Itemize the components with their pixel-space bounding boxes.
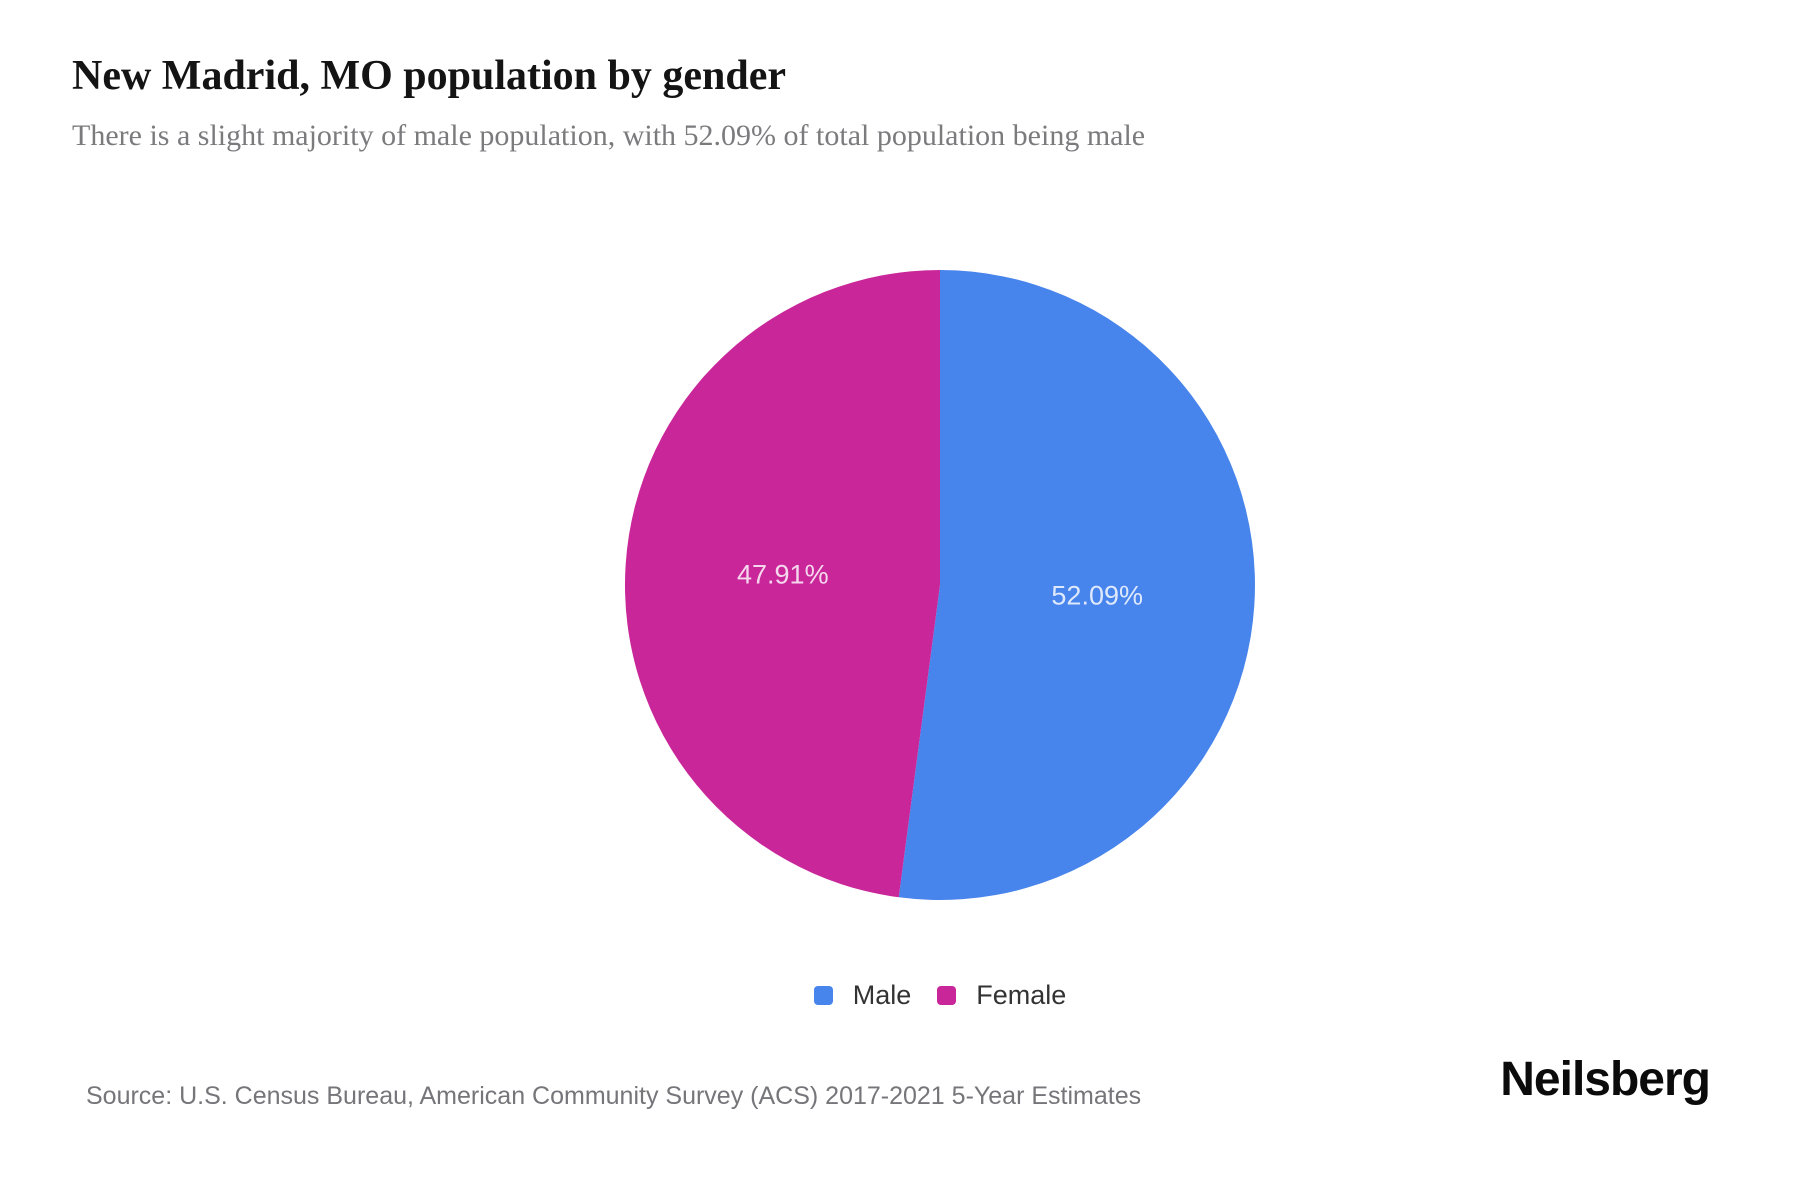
chart-legend: Male Female — [590, 980, 1290, 1011]
neilsberg-logo: Neilsberg — [1500, 1053, 1711, 1106]
page-title: New Madrid, MO population by gender — [72, 53, 787, 99]
legend-label-male: Male — [852, 980, 912, 1010]
legend-item-female[interactable]: Female — [937, 980, 1066, 1011]
female-swatch-icon — [937, 986, 957, 1005]
legend-label-female: Female — [976, 980, 1067, 1010]
pie-chart-area: 52.09% 47.91% — [590, 235, 1290, 935]
male-swatch-icon — [813, 986, 833, 1005]
source-attribution: Source: U.S. Census Bureau, American Com… — [86, 1082, 1142, 1110]
pie-slice-female[interactable] — [624, 270, 940, 898]
chart-subtitle: There is a slight majority of male popul… — [72, 119, 1146, 152]
legend-item-male[interactable]: Male — [813, 980, 912, 1011]
pie-chart: 52.09% 47.91% — [624, 270, 1255, 901]
pie-slice-label-female: 47.91% — [737, 560, 829, 590]
pie-slice-label-male: 52.09% — [1051, 580, 1143, 610]
pie-slice-male[interactable] — [898, 270, 1255, 901]
